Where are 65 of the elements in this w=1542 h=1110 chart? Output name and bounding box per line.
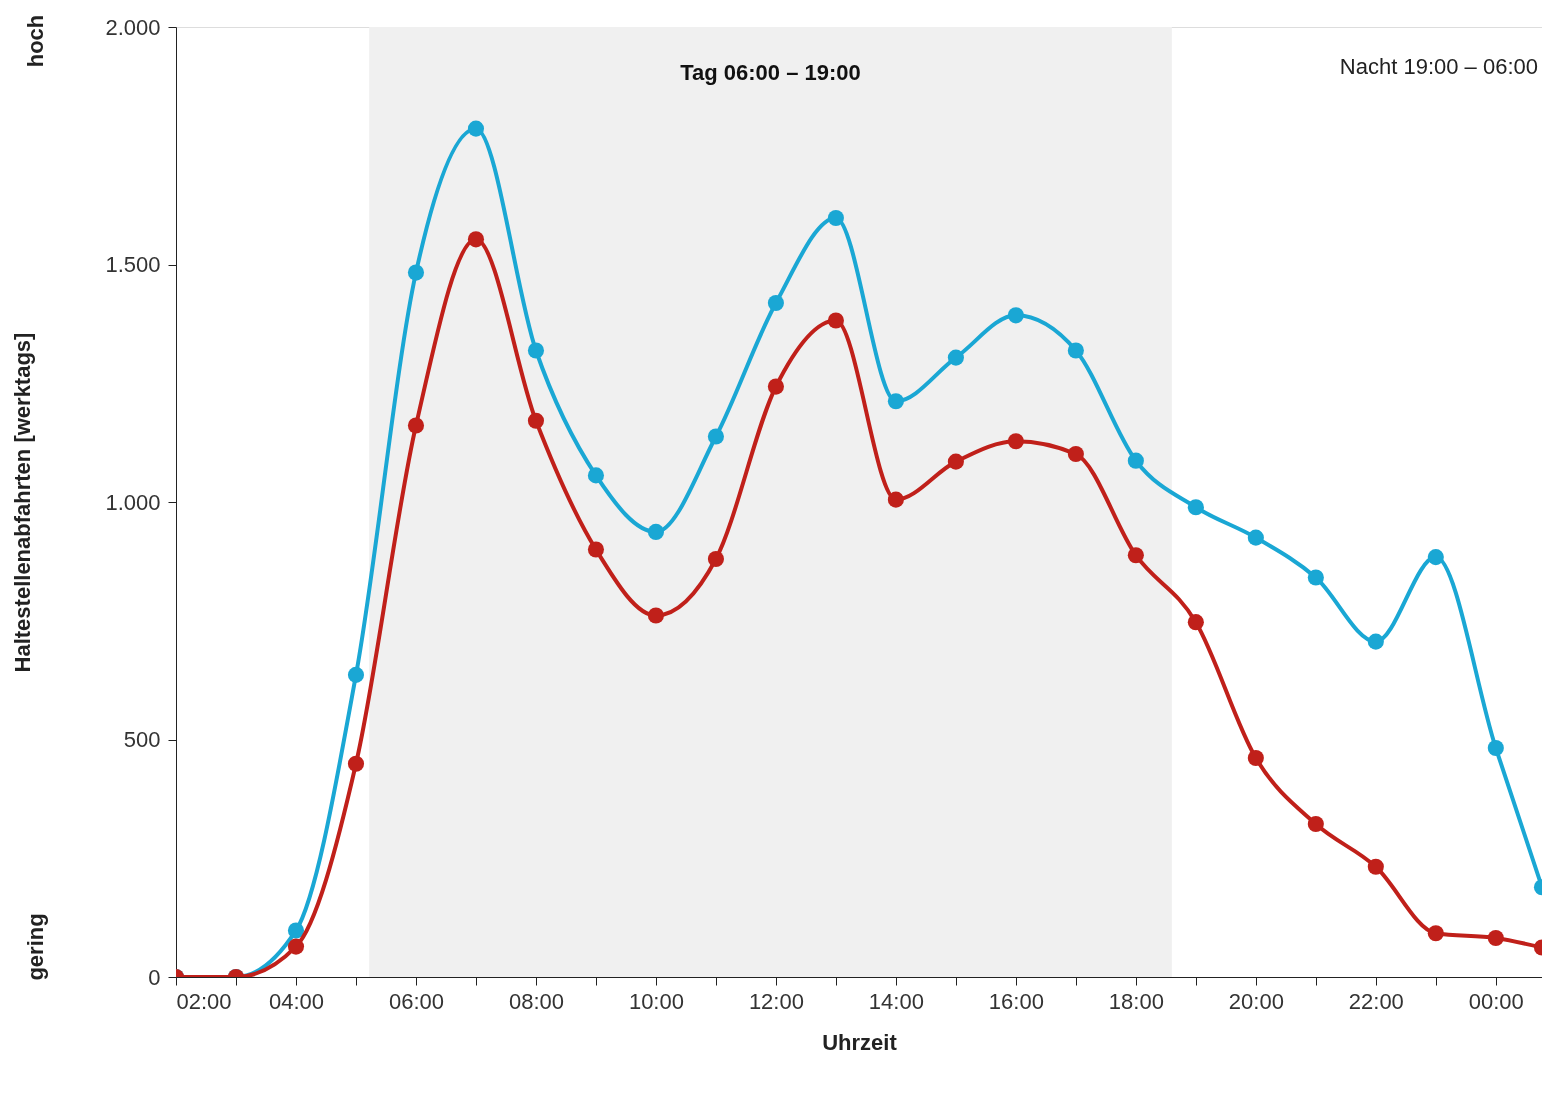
point [887,491,904,508]
x-tick-label: 00:00 [1468,988,1524,1014]
point [1067,342,1084,359]
x-tick-label: 20:00 [1228,988,1284,1014]
x-tick-label: 14:00 [868,988,924,1014]
point [947,453,964,470]
point [887,393,904,410]
point [1307,816,1324,833]
x-tick-label: 04:00 [268,988,325,1014]
point [1127,547,1144,564]
y-tick-label: 2.000 [105,14,161,40]
x-axis-title: Uhrzeit [822,1029,898,1055]
point [1247,749,1264,767]
point [767,294,784,312]
point [407,417,425,434]
point [827,312,844,329]
point [1247,529,1264,546]
annotation: Nacht 19:00 – 06:00 [1339,54,1538,79]
point [707,550,724,568]
point [1427,925,1444,942]
point [1487,740,1504,757]
point [587,541,604,558]
y-tick-label: 1.000 [105,489,161,515]
y-axis-title: Haltestellenabfahrten [werktags] [10,332,36,673]
y-tick-label: 1.500 [105,252,161,277]
band-label: Tag 06:00 – 19:00 [680,60,861,85]
point [1007,433,1024,450]
x-tick-label: 12:00 [748,988,804,1014]
point [947,349,964,366]
point [1367,633,1384,650]
point [1307,569,1324,586]
point [827,209,844,226]
point [587,467,604,484]
point [767,378,784,395]
point [407,264,425,281]
x-tick-label: 02:00 [176,988,232,1014]
x-tick-label: 22:00 [1348,988,1404,1014]
text: hoch [23,14,48,68]
point [1067,445,1084,463]
x-tick-label: 18:00 [1108,988,1164,1014]
point [1187,499,1204,516]
y-tick-label: 500 [123,727,161,752]
point [347,666,365,683]
point [647,523,664,540]
x-tick-label: 06:00 [388,988,444,1014]
x-tick-label: 10:00 [628,988,684,1014]
point [647,607,664,624]
point [707,428,724,445]
point [1007,307,1024,324]
point [467,231,485,248]
point [1127,452,1144,469]
text: gering [23,913,48,981]
point [527,342,545,359]
point [1367,858,1384,875]
y-tick-label: 0 [148,964,161,990]
point [1487,930,1504,947]
point [287,922,305,939]
x-tick-label: 08:00 [508,988,564,1014]
point [527,412,545,429]
point [287,938,305,955]
x-tick-label: 16:00 [988,988,1044,1014]
point [467,120,485,137]
point [1187,614,1204,631]
point [1427,549,1444,566]
point [347,755,365,772]
